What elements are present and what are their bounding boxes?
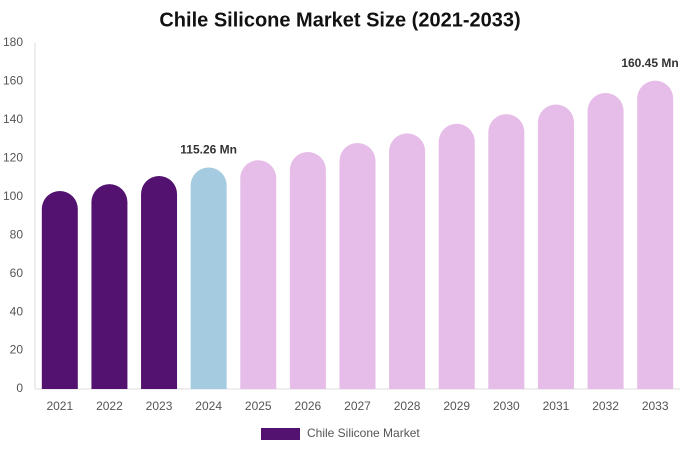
y-tick-label: 20 <box>10 343 24 357</box>
x-tick-label: 2033 <box>642 399 669 413</box>
x-tick-label: 2029 <box>443 399 470 413</box>
y-tick-label: 120 <box>3 151 23 165</box>
y-tick-label: 40 <box>10 304 24 318</box>
x-tick-label: 2022 <box>96 399 123 413</box>
bar <box>389 133 426 389</box>
bar <box>488 114 525 389</box>
bar <box>91 184 128 389</box>
legend-swatch <box>261 428 300 440</box>
bar <box>289 151 326 389</box>
chart-title: Chile Silicone Market Size (2021-2033) <box>159 9 520 31</box>
x-tick-label: 2026 <box>295 399 322 413</box>
bar <box>637 80 674 390</box>
y-tick-label: 140 <box>3 112 23 126</box>
value-label: 160.45 Mn <box>621 56 678 70</box>
bar <box>41 191 78 389</box>
legend-label: Chile Silicone Market <box>307 426 420 440</box>
y-tick-label: 60 <box>10 266 24 280</box>
bar <box>240 160 277 389</box>
y-tick-label: 80 <box>10 227 24 241</box>
x-tick-label: 2027 <box>344 399 371 413</box>
y-tick-label: 0 <box>16 381 23 395</box>
bar <box>141 176 178 389</box>
x-tick-label: 2028 <box>394 399 421 413</box>
x-tick-label: 2025 <box>245 399 272 413</box>
y-tick-label: 180 <box>3 35 23 49</box>
bar <box>190 167 227 389</box>
x-tick-label: 2024 <box>195 399 222 413</box>
value-label: 115.26 Mn <box>180 143 237 157</box>
x-tick-label: 2023 <box>146 399 173 413</box>
x-tick-label: 2030 <box>493 399 520 413</box>
bar <box>339 142 376 389</box>
bar <box>537 104 574 389</box>
x-tick-label: 2032 <box>592 399 619 413</box>
y-tick-label: 100 <box>3 189 23 203</box>
x-tick-label: 2021 <box>46 399 73 413</box>
bar <box>587 92 624 389</box>
y-tick-label: 160 <box>3 74 23 88</box>
x-tick-label: 2031 <box>543 399 570 413</box>
bar <box>438 123 475 389</box>
